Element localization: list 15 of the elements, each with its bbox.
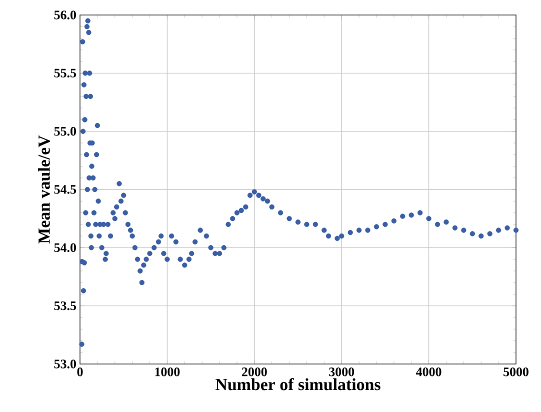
x-tick-label: 0 [77, 368, 83, 376]
y-tick-label: 53.5 [54, 301, 76, 310]
y-tick-label: 53.0 [54, 360, 76, 368]
y-tick-label: 54.5 [54, 185, 76, 194]
x-axis-title: Number of simulations [216, 378, 380, 390]
x-tick-label: 2000 [242, 368, 267, 376]
x-tick-label: 4000 [416, 368, 442, 376]
y-tick-label: 56.0 [54, 10, 76, 20]
y-tick-label: 54.0 [54, 243, 76, 252]
x-tick-label: 3000 [329, 368, 354, 376]
x-tick-label: 5000 [504, 368, 528, 376]
x-tick-label: 1000 [155, 368, 180, 376]
y-tick-label: 55.5 [54, 68, 76, 78]
y-axis-title: Mean vaule/eV [38, 135, 50, 244]
y-tick-label: 55.0 [54, 126, 76, 136]
